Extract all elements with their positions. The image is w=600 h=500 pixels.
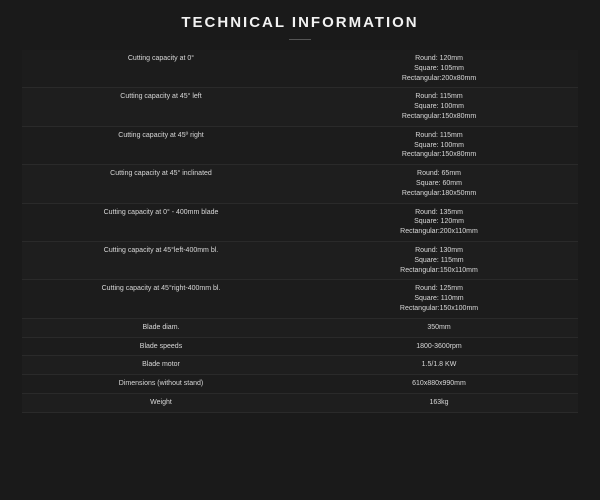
spec-value: Round: 120mmSquare: 105mmRectangular:200… (300, 50, 578, 87)
spec-value-line: Square: 100mm (306, 141, 572, 151)
spec-label: Cutting capacity at 45° left (22, 88, 300, 125)
spec-value-line: 350mm (306, 323, 572, 333)
spec-row: Blade diam. 350mm (22, 319, 578, 338)
spec-value-line: 610x880x990mm (306, 379, 572, 389)
spec-value-line: Rectangular:180x50mm (306, 189, 572, 199)
spec-value-line: 163kg (306, 398, 572, 408)
spec-value-line: Square: 60mm (306, 179, 572, 189)
spec-label: Dimensions (without stand) (22, 375, 300, 393)
spec-label: Cutting capacity at 45°left-400mm bl. (22, 242, 300, 279)
spec-value: Round: 135mmSquare: 120mmRectangular:200… (300, 204, 578, 241)
spec-value: 1.5/1.8 KW (300, 356, 578, 374)
spec-value: Round: 65mmSquare: 60mmRectangular:180x5… (300, 165, 578, 202)
title-divider (289, 39, 311, 40)
spec-value-line: Round: 135mm (306, 208, 572, 218)
spec-value-line: Rectangular:150x80mm (306, 150, 572, 160)
spec-value: Round: 115mmSquare: 100mmRectangular:150… (300, 127, 578, 164)
spec-value-line: Square: 105mm (306, 64, 572, 74)
spec-row: Dimensions (without stand) 610x880x990mm (22, 375, 578, 394)
spec-value: Round: 130mmSquare: 115mmRectangular:150… (300, 242, 578, 279)
spec-label: Cutting capacity at 0° (22, 50, 300, 87)
spec-value-line: Round: 65mm (306, 169, 572, 179)
spec-value: 163kg (300, 394, 578, 412)
spec-value-line: Rectangular:200x80mm (306, 74, 572, 84)
spec-value-line: Round: 130mm (306, 246, 572, 256)
spec-value-line: Round: 125mm (306, 284, 572, 294)
spec-label: Blade motor (22, 356, 300, 374)
spec-value: Round: 115mmSquare: 100mmRectangular:150… (300, 88, 578, 125)
spec-value: 1800-3600rpm (300, 338, 578, 356)
spec-value-line: Square: 115mm (306, 256, 572, 266)
spec-value-line: Rectangular:150x80mm (306, 112, 572, 122)
spec-label: Blade diam. (22, 319, 300, 337)
spec-value-line: Square: 110mm (306, 294, 572, 304)
spec-value: 610x880x990mm (300, 375, 578, 393)
spec-row: Cutting capacity at 45° inclinatedRound:… (22, 165, 578, 203)
spec-row: Blade speeds 1800-3600rpm (22, 338, 578, 357)
spec-label: Cutting capacity at 45º right (22, 127, 300, 164)
spec-value-line: Rectangular:150x110mm (306, 266, 572, 276)
spec-row: Cutting capacity at 45°right-400mm bl.Ro… (22, 280, 578, 318)
spec-label: Cutting capacity at 0° - 400mm blade (22, 204, 300, 241)
spec-row: Weight 163kg (22, 394, 578, 413)
spec-value-line: 1800-3600rpm (306, 342, 572, 352)
spec-value-line: Round: 120mm (306, 54, 572, 64)
spec-value-line: Square: 120mm (306, 217, 572, 227)
spec-value: 350mm (300, 319, 578, 337)
spec-label: Cutting capacity at 45°right-400mm bl. (22, 280, 300, 317)
spec-value: Round: 125mmSquare: 110mmRectangular:150… (300, 280, 578, 317)
spec-label: Blade speeds (22, 338, 300, 356)
spec-value-line: 1.5/1.8 KW (306, 360, 572, 370)
spec-row: Cutting capacity at 0° - 400mm bladeRoun… (22, 204, 578, 242)
spec-label: Cutting capacity at 45° inclinated (22, 165, 300, 202)
spec-row: Cutting capacity at 45° leftRound: 115mm… (22, 88, 578, 126)
spec-value-line: Rectangular:200x110mm (306, 227, 572, 237)
section-title: TECHNICAL INFORMATION (22, 14, 578, 31)
spec-value-line: Round: 115mm (306, 92, 572, 102)
spec-label: Weight (22, 394, 300, 412)
technical-info-panel: TECHNICAL INFORMATION Cutting capacity a… (0, 0, 600, 423)
spec-row: Cutting capacity at 0°Round: 120mmSquare… (22, 50, 578, 88)
spec-value-line: Rectangular:150x100mm (306, 304, 572, 314)
spec-row: Cutting capacity at 45°left-400mm bl.Rou… (22, 242, 578, 280)
specs-table: Cutting capacity at 0°Round: 120mmSquare… (22, 50, 578, 413)
spec-value-line: Square: 100mm (306, 102, 572, 112)
spec-row: Cutting capacity at 45º rightRound: 115m… (22, 127, 578, 165)
spec-row: Blade motor 1.5/1.8 KW (22, 356, 578, 375)
spec-value-line: Round: 115mm (306, 131, 572, 141)
